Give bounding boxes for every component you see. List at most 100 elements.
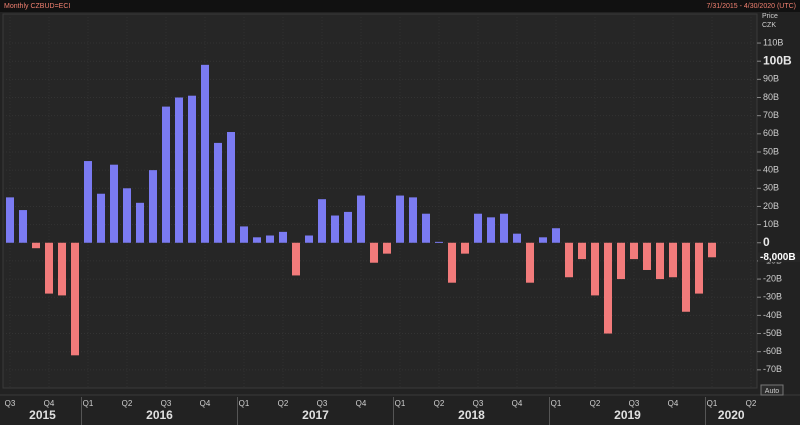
bar xyxy=(175,97,183,243)
axis-unit: CZK xyxy=(762,22,776,29)
x-tick-label: Q1 xyxy=(551,399,562,408)
bar xyxy=(318,199,326,243)
y-tick-label: -40B xyxy=(763,310,782,320)
last-value-box xyxy=(758,252,800,263)
bar xyxy=(266,235,274,243)
x-tick-label: Q1 xyxy=(707,399,718,408)
y-tick-label: -30B xyxy=(763,292,782,302)
x-tick-label: Q2 xyxy=(434,399,445,408)
y-tick-label: 40B xyxy=(763,165,779,175)
bar xyxy=(136,202,144,243)
bar xyxy=(162,106,170,243)
y-tick-label: 60B xyxy=(763,128,779,138)
bar xyxy=(45,242,53,294)
bar xyxy=(149,170,157,243)
bar xyxy=(539,237,547,243)
x-tick-label: Q1 xyxy=(83,399,94,408)
bar xyxy=(71,242,79,356)
bar xyxy=(461,242,469,254)
x-tick-label: Q3 xyxy=(161,399,172,408)
bar xyxy=(84,161,92,243)
bar xyxy=(422,213,430,243)
bar xyxy=(682,242,690,312)
bar xyxy=(97,193,105,243)
bar xyxy=(604,242,612,334)
x-tick-label: Q1 xyxy=(395,399,406,408)
y-tick-label: -50B xyxy=(763,328,782,338)
scale-button-label: Auto xyxy=(765,388,780,395)
bar xyxy=(370,242,378,263)
y-tick-label: 0 xyxy=(763,235,770,249)
bar xyxy=(19,210,27,243)
bar xyxy=(383,242,391,254)
bar xyxy=(240,226,248,243)
x-tick-label: Q1 xyxy=(239,399,250,408)
year-label: 2016 xyxy=(146,408,173,422)
bar xyxy=(396,195,404,243)
bar xyxy=(578,242,586,260)
year-label: 2020 xyxy=(718,408,745,422)
bar xyxy=(474,213,482,243)
bar xyxy=(448,242,456,283)
x-tick-label: Q2 xyxy=(122,399,133,408)
bar xyxy=(331,215,339,243)
bar xyxy=(591,242,599,296)
x-tick-label: Q3 xyxy=(473,399,484,408)
bar xyxy=(201,64,209,243)
y-tick-label: 100B xyxy=(763,53,792,67)
x-tick-label: Q4 xyxy=(668,399,679,408)
bar xyxy=(695,242,703,294)
bar xyxy=(253,237,261,243)
bar xyxy=(708,242,716,258)
header-title: Monthly CZBUD=ECI xyxy=(4,3,70,10)
bar xyxy=(214,142,222,243)
x-tick-label: Q4 xyxy=(200,399,211,408)
header-bar xyxy=(0,0,800,12)
bar xyxy=(6,197,14,243)
y-tick-label: 110B xyxy=(763,37,783,47)
bar xyxy=(526,242,534,283)
bar xyxy=(565,242,573,278)
y-tick-label: 10B xyxy=(763,219,779,229)
bar xyxy=(409,197,417,243)
year-label: 2018 xyxy=(458,408,485,422)
y-tick-label: 30B xyxy=(763,183,779,193)
header-range: 7/31/2015 - 4/30/2020 (UTC) xyxy=(707,3,797,10)
bar xyxy=(487,217,495,243)
year-label: 2017 xyxy=(302,408,329,422)
x-tick-label: Q2 xyxy=(278,399,289,408)
x-tick-label: Q4 xyxy=(512,399,523,408)
bar xyxy=(292,242,300,276)
axis-title: Price xyxy=(762,13,778,20)
y-tick-label: 20B xyxy=(763,201,779,211)
x-tick-label: Q4 xyxy=(44,399,55,408)
x-tick-label: Q3 xyxy=(5,399,16,408)
bar xyxy=(513,233,521,243)
bar xyxy=(58,242,66,296)
bar xyxy=(32,242,40,249)
bar xyxy=(357,195,365,243)
bar xyxy=(279,231,287,243)
y-tick-label: 80B xyxy=(763,92,779,102)
bar xyxy=(110,164,118,243)
bar xyxy=(617,242,625,280)
bar xyxy=(630,242,638,260)
bar xyxy=(656,242,664,280)
bar xyxy=(227,132,235,243)
bar xyxy=(643,242,651,270)
y-tick-label: 70B xyxy=(763,110,779,120)
x-tick-label: Q3 xyxy=(317,399,328,408)
bar xyxy=(123,188,131,243)
bar xyxy=(344,211,352,243)
x-tick-label: Q3 xyxy=(629,399,640,408)
y-tick-label: -70B xyxy=(763,364,782,374)
y-tick-label: 50B xyxy=(763,146,779,156)
year-label: 2015 xyxy=(29,408,56,422)
scale-button[interactable] xyxy=(760,384,784,396)
bar xyxy=(552,228,560,243)
bar xyxy=(188,95,196,243)
y-tick-label: 90B xyxy=(763,74,779,84)
last-value-label: -8,000B xyxy=(760,252,796,263)
bar xyxy=(500,213,508,243)
